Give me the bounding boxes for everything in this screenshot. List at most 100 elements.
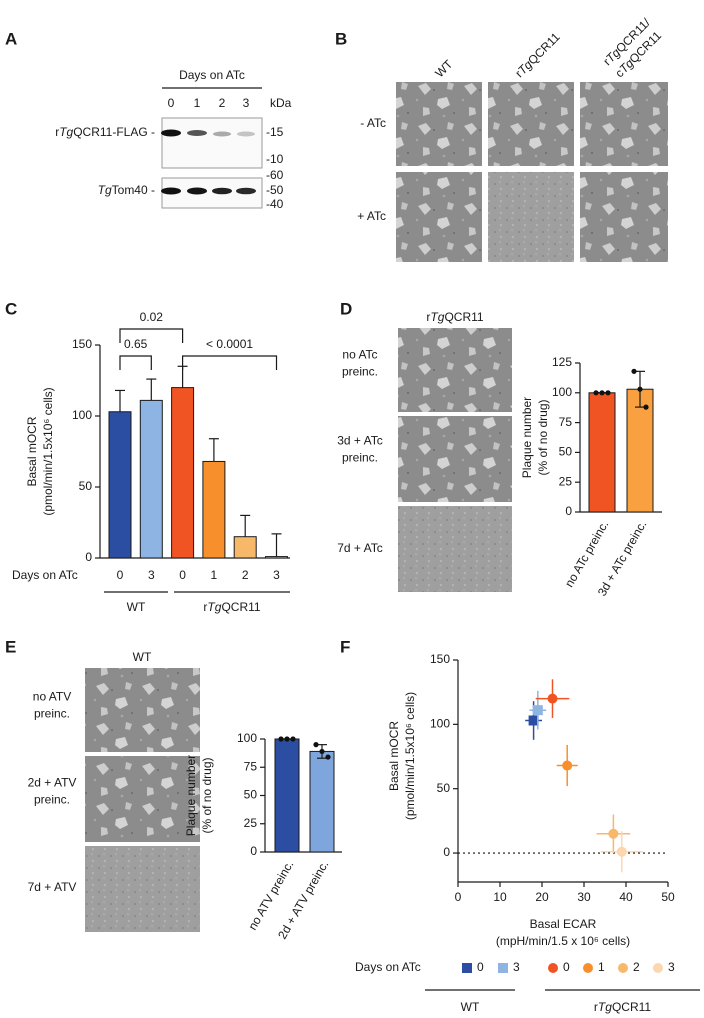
y-tick-label: 100: [430, 717, 450, 731]
y-tick-label: 50: [244, 788, 258, 802]
data-point: [599, 390, 605, 396]
x-tick-label: 40: [619, 890, 633, 904]
unit-label: kDa: [270, 96, 292, 110]
x-tick-label: 0: [455, 890, 462, 904]
bar: [588, 392, 616, 513]
y-tick-label: 50: [79, 479, 93, 493]
text-part: QCR11: [612, 1000, 651, 1014]
y-tick-label: 100: [552, 385, 572, 399]
y-axis-label: Basal mOCR: [387, 721, 401, 791]
row-label: + ATc: [357, 209, 386, 223]
y-tick-label: 75: [244, 759, 258, 773]
size-marker: -60: [266, 168, 284, 182]
lane-label: 3: [243, 96, 250, 110]
row-label: no ATc: [342, 348, 377, 362]
lane-label: 2: [219, 96, 226, 110]
data-point: [278, 736, 284, 742]
significance-bracket: [119, 355, 152, 370]
y-tick-label: 150: [430, 652, 450, 666]
text-part: QCR11: [444, 310, 483, 324]
x-tick-label: 10: [493, 890, 507, 904]
text-part: WT: [127, 600, 146, 614]
micrographs: [85, 82, 668, 932]
legend-swatch: [462, 963, 472, 973]
data-point: [319, 748, 325, 755]
x-axis-label: (mpH/min/1.5 x 10⁶ cells): [496, 934, 630, 948]
lane-label: 1: [194, 96, 201, 110]
y-axis-label: (% of no drug): [200, 757, 214, 833]
legend-swatch: [498, 963, 508, 973]
row-label: 2d + ATV: [28, 776, 77, 790]
significance-label: < 0.0001: [206, 337, 253, 351]
row-label: - ATc: [360, 116, 386, 130]
text-part: QCR11: [221, 600, 260, 614]
text-part: Tg: [98, 183, 112, 197]
lane-title: Days on ATc: [179, 68, 245, 82]
row-label: 7d + ATc: [337, 541, 382, 555]
text-part: r: [594, 1000, 598, 1014]
significance-bracket: [182, 355, 278, 370]
text-part: r: [426, 310, 430, 324]
data-point: [643, 404, 649, 410]
legend-label: 0: [563, 960, 570, 974]
x-tick-label: 0: [117, 568, 124, 582]
text-part: r: [203, 600, 207, 614]
y-tick-label: 50: [437, 781, 451, 795]
panel-title: rTgQCR11: [426, 310, 483, 324]
data-point: [562, 760, 573, 771]
text-part: WT: [133, 650, 152, 664]
text-part: Tg: [430, 310, 444, 324]
x-axis-label: Basal ECAR: [530, 917, 597, 931]
text-part: Tom40 -: [112, 183, 155, 197]
y-axis-label: (% of no drug): [536, 399, 550, 475]
legend-label: 1: [598, 960, 605, 974]
y-tick-label: 0: [565, 504, 572, 518]
text-part: WT: [432, 57, 456, 81]
data-point: [313, 742, 319, 748]
column-label: rTgQCR11: [512, 30, 563, 81]
data-point: [284, 736, 290, 742]
row-label: preinc.: [342, 451, 378, 465]
y-axis-label: Plaque number: [520, 397, 534, 478]
data-point: [631, 368, 637, 374]
panel-letter: F: [340, 637, 350, 656]
legend-label: 0: [477, 960, 484, 974]
panel-letter: D: [340, 299, 352, 318]
size-marker: -10: [266, 152, 284, 166]
lane-label: 0: [168, 96, 175, 110]
y-tick-label: 50: [559, 445, 573, 459]
data-point: [325, 754, 331, 760]
legend-label: 3: [513, 960, 520, 974]
y-tick-label: 125: [552, 355, 572, 369]
data-point: [637, 386, 643, 392]
bar: [202, 460, 226, 559]
y-tick-label: 100: [72, 408, 92, 422]
x-tick-label: 20: [535, 890, 549, 904]
data-point: [528, 715, 539, 726]
text-part: QCR11-FLAG -: [73, 125, 155, 139]
bar: [265, 556, 288, 559]
y-tick-label: 100: [237, 731, 257, 745]
significance-label: 0.65: [124, 337, 148, 351]
row-label: no ATV: [33, 690, 71, 704]
group-label: WT: [127, 600, 146, 614]
data-point: [593, 390, 599, 396]
legend-swatch: [583, 963, 593, 973]
legend-group-label: rTgQCR11: [594, 1000, 651, 1014]
data-point: [605, 390, 611, 396]
y-axis-label: (pmol/min/1.5x10⁶ cells): [403, 692, 417, 820]
legend-label: 2: [633, 960, 640, 974]
text-part: r: [55, 125, 59, 139]
legend-swatch: [653, 963, 663, 973]
western-blot: [161, 87, 263, 209]
row-label: 7d + ATV: [28, 880, 77, 894]
column-label: WT: [432, 57, 456, 81]
panel-letter: E: [5, 637, 16, 656]
bar: [233, 536, 257, 559]
blot-label: TgTom40 -: [98, 183, 155, 197]
group-label: rTgQCR11: [203, 600, 260, 614]
bar: [626, 388, 654, 513]
text-part: Tg: [598, 1000, 612, 1014]
data-point: [608, 828, 619, 839]
x-tick-label: 1: [211, 568, 218, 582]
